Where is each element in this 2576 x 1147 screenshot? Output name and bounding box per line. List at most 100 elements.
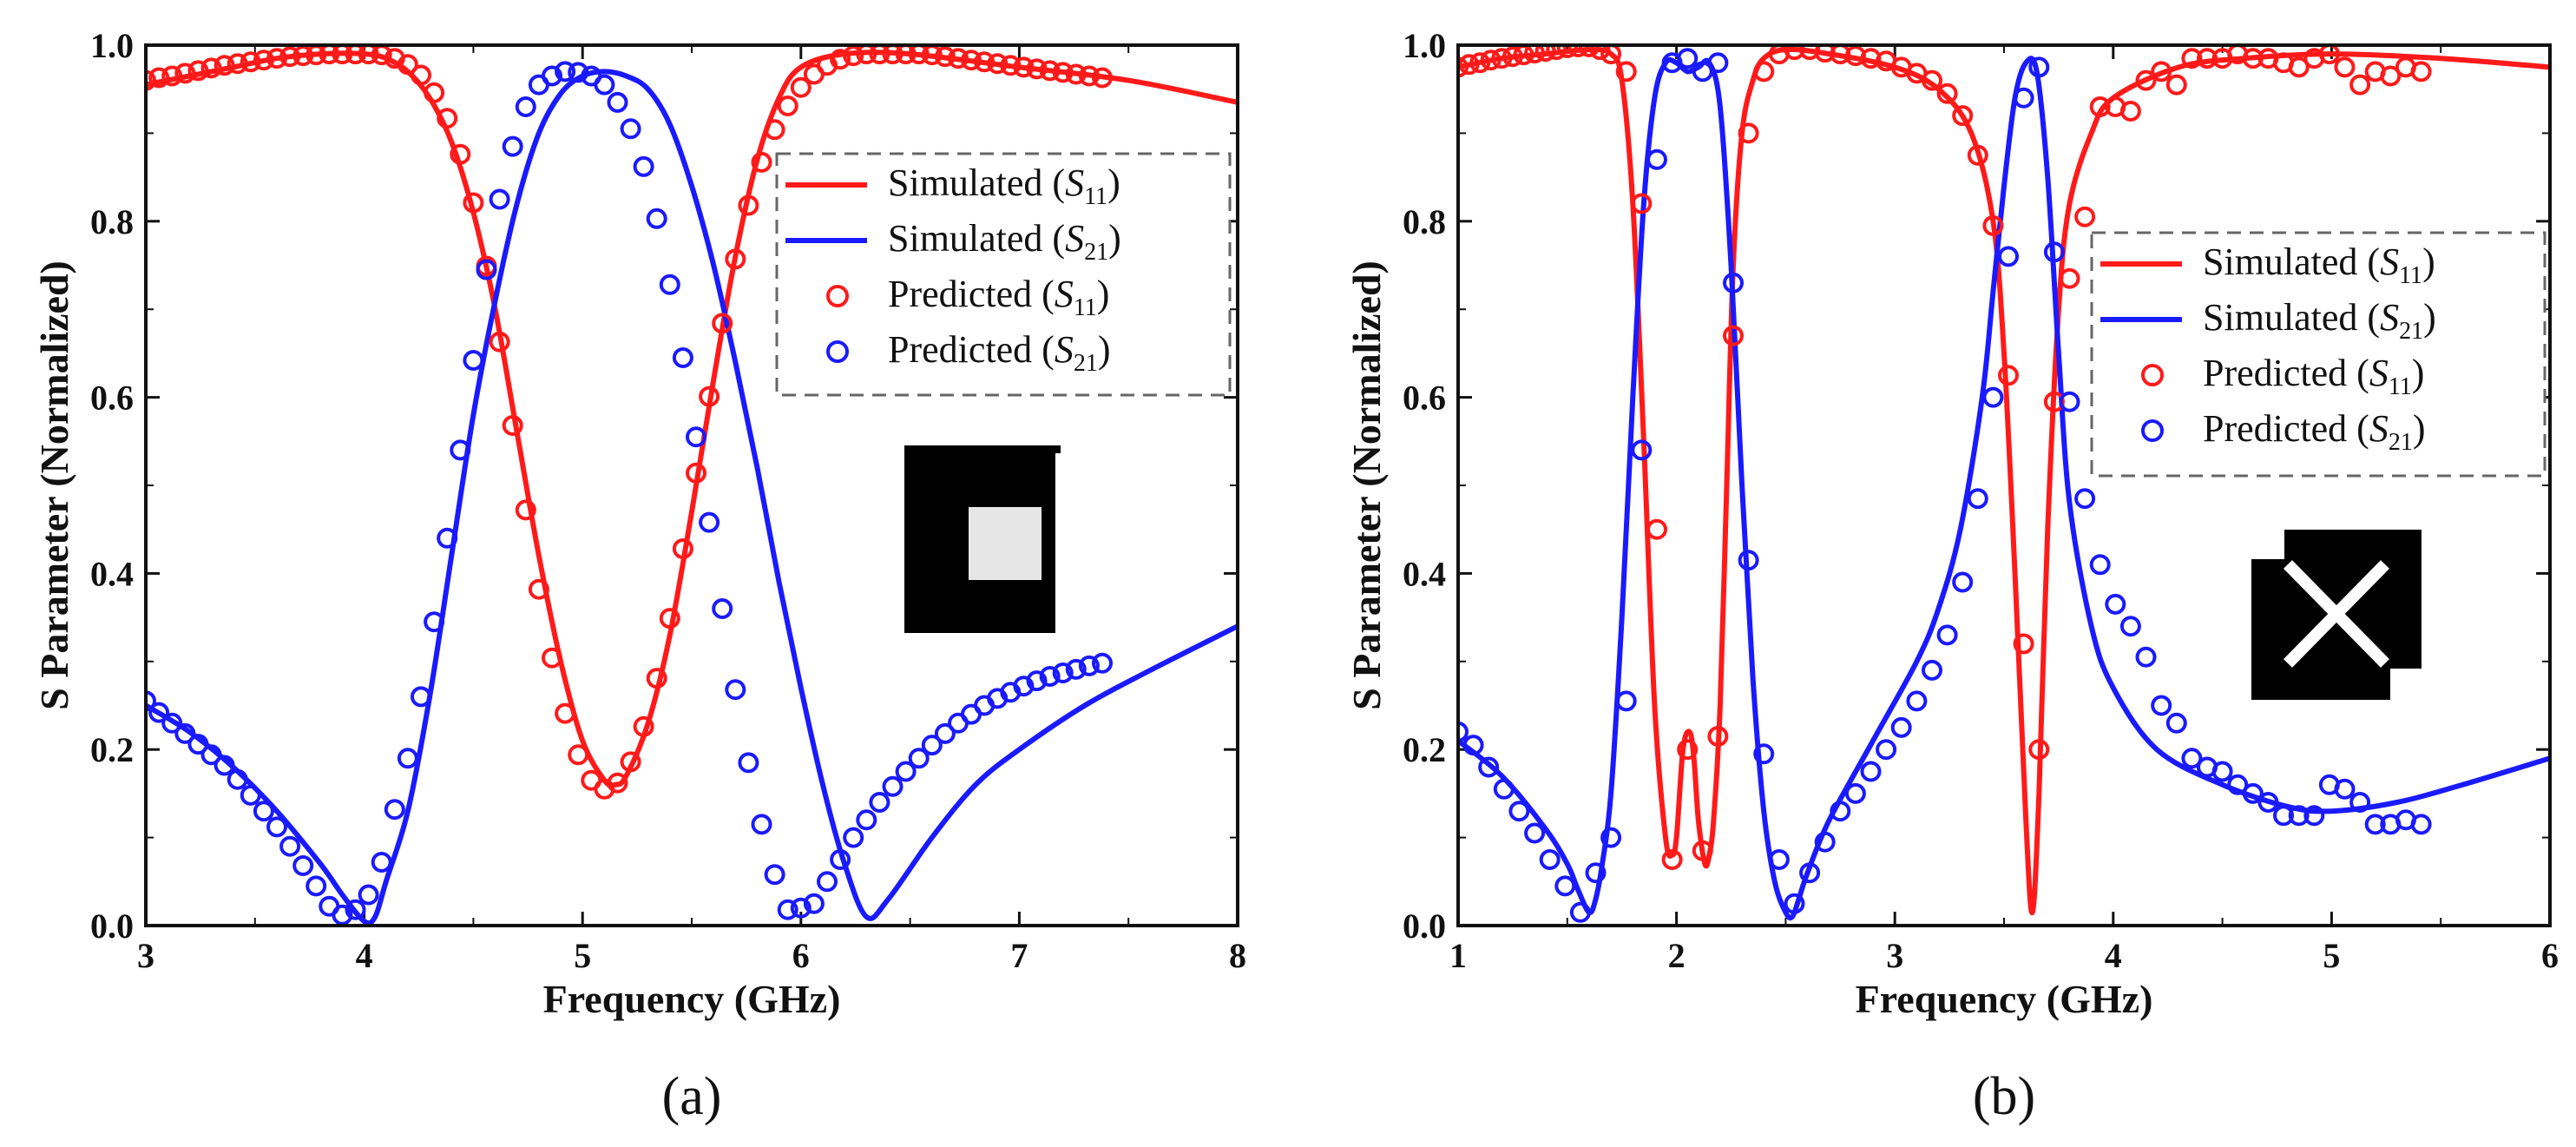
data-point-s11	[764, 119, 785, 141]
data-point-s21	[253, 801, 274, 822]
data-point-s21	[240, 784, 261, 806]
x-tick-label: 6	[792, 936, 810, 975]
data-point-s11	[843, 45, 864, 67]
y-tick-label: 0.0	[1403, 906, 1446, 946]
data-point-s21	[869, 792, 890, 813]
data-point-s11	[686, 462, 706, 484]
y-tick-label: 0.4	[90, 554, 134, 593]
data-point-s21	[672, 347, 693, 368]
data-point-s11	[1534, 45, 1556, 63]
legend-marker-s11	[826, 285, 849, 307]
data-point-s11	[2410, 61, 2432, 82]
data-point-s21	[1753, 743, 1775, 765]
data-point-s21	[1569, 901, 1591, 923]
plot-frame-b	[1456, 43, 2552, 927]
data-point-s21	[1631, 439, 1653, 461]
data-point-s11	[620, 751, 641, 773]
data-point-s11	[1982, 214, 2004, 236]
y-tick-label: 0.6	[90, 379, 134, 418]
data-point-s11	[1631, 193, 1653, 214]
x-tick-label: 1	[1449, 936, 1467, 975]
data-point-s11	[424, 82, 445, 103]
y-tick-label: 0.2	[1403, 730, 1446, 769]
data-point-s21	[790, 897, 812, 919]
data-point-s21	[2288, 805, 2310, 827]
x-tick-label: 7	[1010, 936, 1028, 975]
data-point-s21	[1065, 658, 1087, 680]
y-tick-labels-b: 0.0 0.2 0.4 0.6 0.8 1.0	[1403, 26, 1446, 946]
data-point-s11	[1615, 61, 1637, 82]
y-tick-label: 1.0	[1403, 26, 1446, 65]
data-point-s21	[1860, 761, 1882, 782]
data-point-s21	[1967, 488, 1988, 510]
data-point-s21	[633, 155, 654, 177]
data-point-s21	[2227, 774, 2249, 795]
data-point-s11	[2028, 739, 2050, 761]
data-point-s21	[306, 875, 327, 897]
legend-b: Simulated (S11) Simulated (S21) Predicted …	[2090, 231, 2546, 478]
data-point-s21	[1013, 676, 1035, 697]
data-point-s21	[2013, 87, 2034, 109]
data-point-s11	[279, 46, 301, 68]
x-tick-label: 4	[2105, 936, 2122, 975]
data-point-s21	[146, 690, 156, 712]
data-point-s21	[934, 722, 956, 744]
data-point-s21	[279, 835, 301, 857]
data-point-s11	[1723, 325, 1744, 346]
data-point-s21	[1830, 801, 1851, 822]
data-point-s21	[738, 752, 759, 774]
data-point-s21	[2273, 805, 2294, 827]
data-point-s21	[2089, 554, 2111, 576]
series-line-s21	[1458, 56, 2550, 921]
data-point-s21	[515, 96, 536, 117]
y-tick-label: 0.0	[90, 906, 134, 946]
data-point-s11	[1458, 54, 1480, 76]
data-point-s21	[1723, 272, 1744, 293]
data-point-s11	[1784, 45, 1805, 61]
data-point-s21	[2349, 792, 2371, 813]
data-point-s11	[948, 48, 969, 69]
data-point-s21	[2059, 391, 2080, 412]
data-point-s21	[1585, 862, 1607, 884]
data-point-s11	[1707, 726, 1729, 747]
data-point-s11	[2059, 267, 2080, 289]
data-point-s21	[1458, 721, 1469, 742]
data-point-s21	[174, 722, 196, 744]
data-point-s11	[200, 57, 222, 79]
chart-a: 0.0 0.2 0.4 0.6 0.8 1.0 3 4 5 6 7 8 Frequency (GHz…	[32, 26, 1246, 1126]
data-point-s21	[2119, 616, 2141, 637]
data-point-s21	[1600, 827, 1622, 848]
series-line-s21	[146, 69, 1238, 926]
data-point-s21	[2303, 805, 2325, 827]
data-point-s11	[1646, 518, 1667, 540]
data-point-s11	[1952, 105, 1974, 127]
data-point-s11	[2380, 65, 2402, 87]
data-point-s21	[1844, 782, 1866, 804]
data-point-s21	[594, 74, 615, 96]
data-point-s21	[1478, 756, 1500, 778]
data-point-s11	[174, 63, 196, 84]
data-point-s21	[843, 827, 864, 848]
data-point-s21	[1052, 662, 1074, 683]
data-point-s11	[1026, 58, 1048, 80]
legend-marker-s21	[826, 340, 849, 363]
chart-b: 0.0 0.2 0.4 0.6 0.8 1.0 1 2 3 4 5 6 Frequency (GHz…	[1344, 26, 2559, 1126]
data-point-s11	[1546, 45, 1567, 61]
data-point-s11	[266, 48, 287, 69]
data-point-s21	[895, 761, 917, 782]
data-point-s11	[411, 64, 431, 86]
data-point-s21	[437, 527, 458, 549]
data-point-s11	[437, 108, 458, 129]
data-point-s21	[200, 744, 222, 766]
data-point-s21	[1646, 148, 1667, 170]
data-point-s21	[1554, 875, 1576, 897]
data-point-s21	[292, 855, 314, 876]
data-point-s21	[2043, 241, 2065, 263]
data-point-s11	[2197, 48, 2218, 69]
data-point-s21	[148, 702, 170, 723]
legend-marker-s11	[2141, 364, 2164, 386]
legend-label: Predicted (S11)	[888, 273, 1109, 321]
data-point-s11	[555, 702, 576, 724]
data-point-s21	[921, 735, 943, 756]
data-point-s21	[830, 849, 851, 870]
